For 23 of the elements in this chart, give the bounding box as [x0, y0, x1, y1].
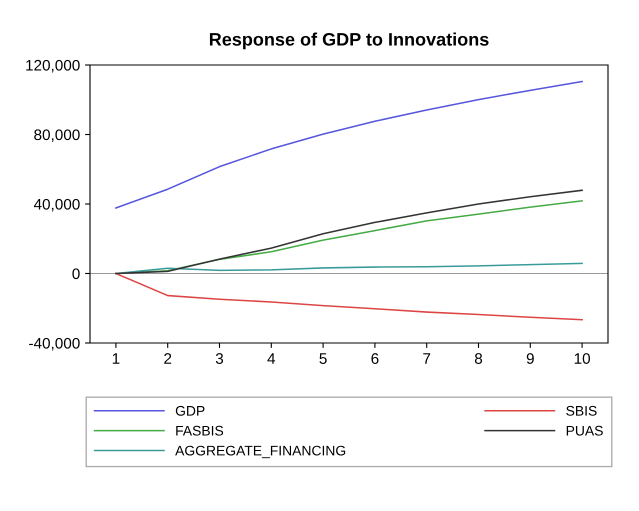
legend-label: PUAS [566, 426, 603, 436]
legend-label: AGGREGATE_FINANCING [175, 446, 346, 458]
chart-title: Response of GDP to Innovations [210, 32, 489, 50]
x-tick-label: 7 [423, 353, 430, 364]
x-tick-label: 9 [526, 353, 534, 364]
x-tick-label: 8 [474, 353, 482, 364]
x-tick-label: 3 [216, 353, 224, 364]
line-series [115, 272, 583, 320]
line-series [115, 80, 583, 209]
legend-label: FASBIS [176, 426, 224, 436]
x-tick-label: 1 [112, 353, 120, 364]
legend-label: SBIS [566, 406, 597, 416]
x-tick-label: 5 [319, 353, 327, 364]
x-tick-label: 6 [371, 353, 378, 364]
y-tick-label: 80,000 [34, 129, 80, 142]
legend-label: GDP [176, 406, 204, 416]
y-tick-label: 120,000 [26, 60, 80, 72]
y-tick-label: -40,000 [29, 338, 80, 350]
x-tick-label: 10 [574, 353, 590, 364]
y-tick-label: 0 [72, 268, 80, 280]
y-tick-label: 40,000 [34, 198, 80, 212]
x-tick-label: 4 [267, 353, 276, 364]
x-tick-label: 2 [164, 353, 172, 364]
